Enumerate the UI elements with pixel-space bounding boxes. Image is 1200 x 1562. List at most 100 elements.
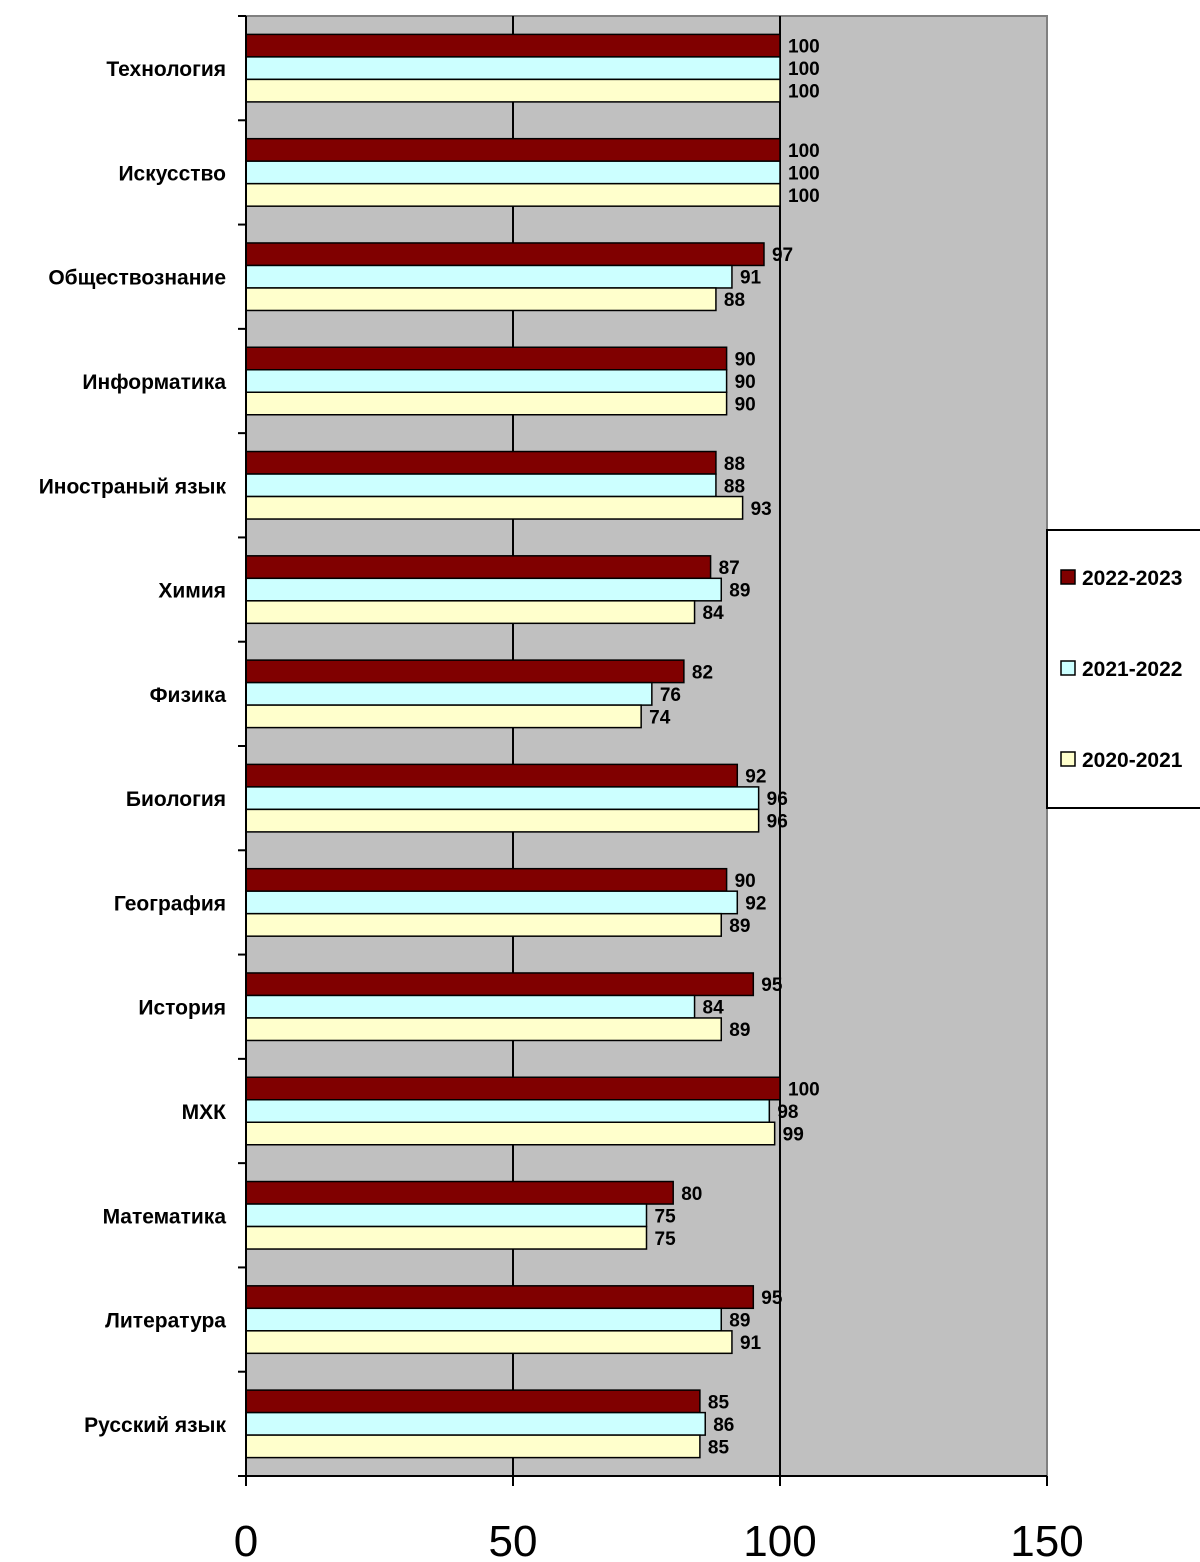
bar xyxy=(245,287,717,312)
bar xyxy=(245,1389,701,1414)
category-label: Биология xyxy=(126,788,226,811)
category-label: Русский язык xyxy=(84,1414,226,1437)
category-label: Литература xyxy=(105,1310,226,1333)
bar xyxy=(245,659,685,684)
data-label: 92 xyxy=(745,767,766,788)
value-labels: 8586859589918075751009899958489909289929… xyxy=(649,37,820,1459)
bar xyxy=(245,1330,733,1355)
bar xyxy=(245,182,781,207)
bar xyxy=(245,763,739,788)
category-label: Искусство xyxy=(118,162,226,185)
bar xyxy=(245,450,717,475)
data-label: 99 xyxy=(783,1125,804,1146)
plot-area xyxy=(245,15,1048,1477)
data-label: 76 xyxy=(660,685,681,706)
bar xyxy=(245,391,728,416)
category-label: МХК xyxy=(182,1101,227,1124)
category-label: Химия xyxy=(158,580,226,603)
bar xyxy=(245,1099,771,1123)
data-label: 84 xyxy=(703,603,725,624)
legend-swatch xyxy=(1060,660,1076,676)
data-label: 89 xyxy=(729,916,750,937)
bar xyxy=(245,681,653,706)
bar xyxy=(245,160,781,185)
data-label: 97 xyxy=(772,245,793,266)
legend-label: 2020-2021 xyxy=(1082,749,1183,772)
category-label: Технология xyxy=(106,58,226,81)
data-label: 88 xyxy=(724,476,745,497)
bar xyxy=(245,1285,755,1310)
x-tick-label: 50 xyxy=(489,1517,538,1562)
data-label: 84 xyxy=(703,998,725,1019)
axes xyxy=(238,15,1048,1486)
bar xyxy=(245,1121,776,1146)
data-label: 95 xyxy=(761,975,783,996)
category-labels: Русский язык Литература Математика МХК Истор… xyxy=(39,58,227,1437)
legend-label: 2021-2022 xyxy=(1082,658,1182,681)
data-label: 92 xyxy=(745,893,766,914)
bar xyxy=(245,867,728,892)
data-label: 100 xyxy=(788,141,820,162)
data-label: 85 xyxy=(708,1392,730,1413)
data-label: 96 xyxy=(767,812,788,833)
data-label: 100 xyxy=(788,1080,820,1101)
bar xyxy=(245,1076,781,1101)
data-label: 87 xyxy=(719,558,740,579)
x-tick-label: 150 xyxy=(1010,1517,1083,1562)
category-label: Информатика xyxy=(82,371,226,394)
data-label: 75 xyxy=(655,1206,677,1227)
bar xyxy=(245,600,696,625)
data-label: 93 xyxy=(751,499,772,520)
data-label: 90 xyxy=(735,372,756,393)
data-label: 91 xyxy=(740,1333,762,1354)
legend: 2022-2023 2021-2022 2020-2021 xyxy=(1046,529,1200,809)
data-label: 88 xyxy=(724,454,745,475)
data-label: 75 xyxy=(655,1229,677,1250)
bar xyxy=(245,890,739,915)
bar xyxy=(245,808,760,833)
data-label: 100 xyxy=(788,82,820,103)
data-label: 91 xyxy=(740,268,762,289)
data-label: 88 xyxy=(724,290,745,311)
bar xyxy=(245,994,696,1019)
x-tick-labels: 0 50 100 150 xyxy=(234,1517,1084,1562)
bars xyxy=(245,33,781,1459)
bar xyxy=(245,346,728,371)
bar xyxy=(245,577,723,602)
category-label: Иностраный язык xyxy=(39,475,227,498)
data-label: 89 xyxy=(729,1311,750,1332)
data-label: 100 xyxy=(788,163,820,184)
bar xyxy=(245,1434,701,1459)
data-label: 90 xyxy=(735,871,756,892)
bar xyxy=(245,1203,648,1228)
bar xyxy=(245,242,765,267)
data-label: 100 xyxy=(788,186,820,207)
category-label: География xyxy=(114,892,226,915)
bar xyxy=(245,786,760,811)
data-label: 82 xyxy=(692,662,713,683)
data-label: 89 xyxy=(729,581,750,602)
legend-swatch xyxy=(1060,569,1076,585)
category-label: Физика xyxy=(150,684,227,707)
data-label: 100 xyxy=(788,59,820,80)
bar xyxy=(245,1307,723,1332)
data-label: 90 xyxy=(735,350,756,371)
bar xyxy=(245,78,781,103)
bar xyxy=(245,137,781,162)
data-label: 80 xyxy=(681,1184,702,1205)
bar xyxy=(245,1225,648,1250)
bar xyxy=(245,473,717,498)
category-label: Математика xyxy=(103,1205,227,1228)
data-label: 89 xyxy=(729,1020,750,1041)
data-label: 100 xyxy=(788,37,820,58)
bar xyxy=(245,704,642,729)
bar xyxy=(245,56,781,81)
data-label: 95 xyxy=(761,1288,783,1309)
category-label: История xyxy=(138,997,226,1020)
category-label: Обществознание xyxy=(48,267,226,290)
bar xyxy=(245,369,728,393)
bar xyxy=(245,1017,723,1042)
x-tick-label: 0 xyxy=(234,1517,258,1562)
legend-label: 2022-2023 xyxy=(1082,567,1182,590)
